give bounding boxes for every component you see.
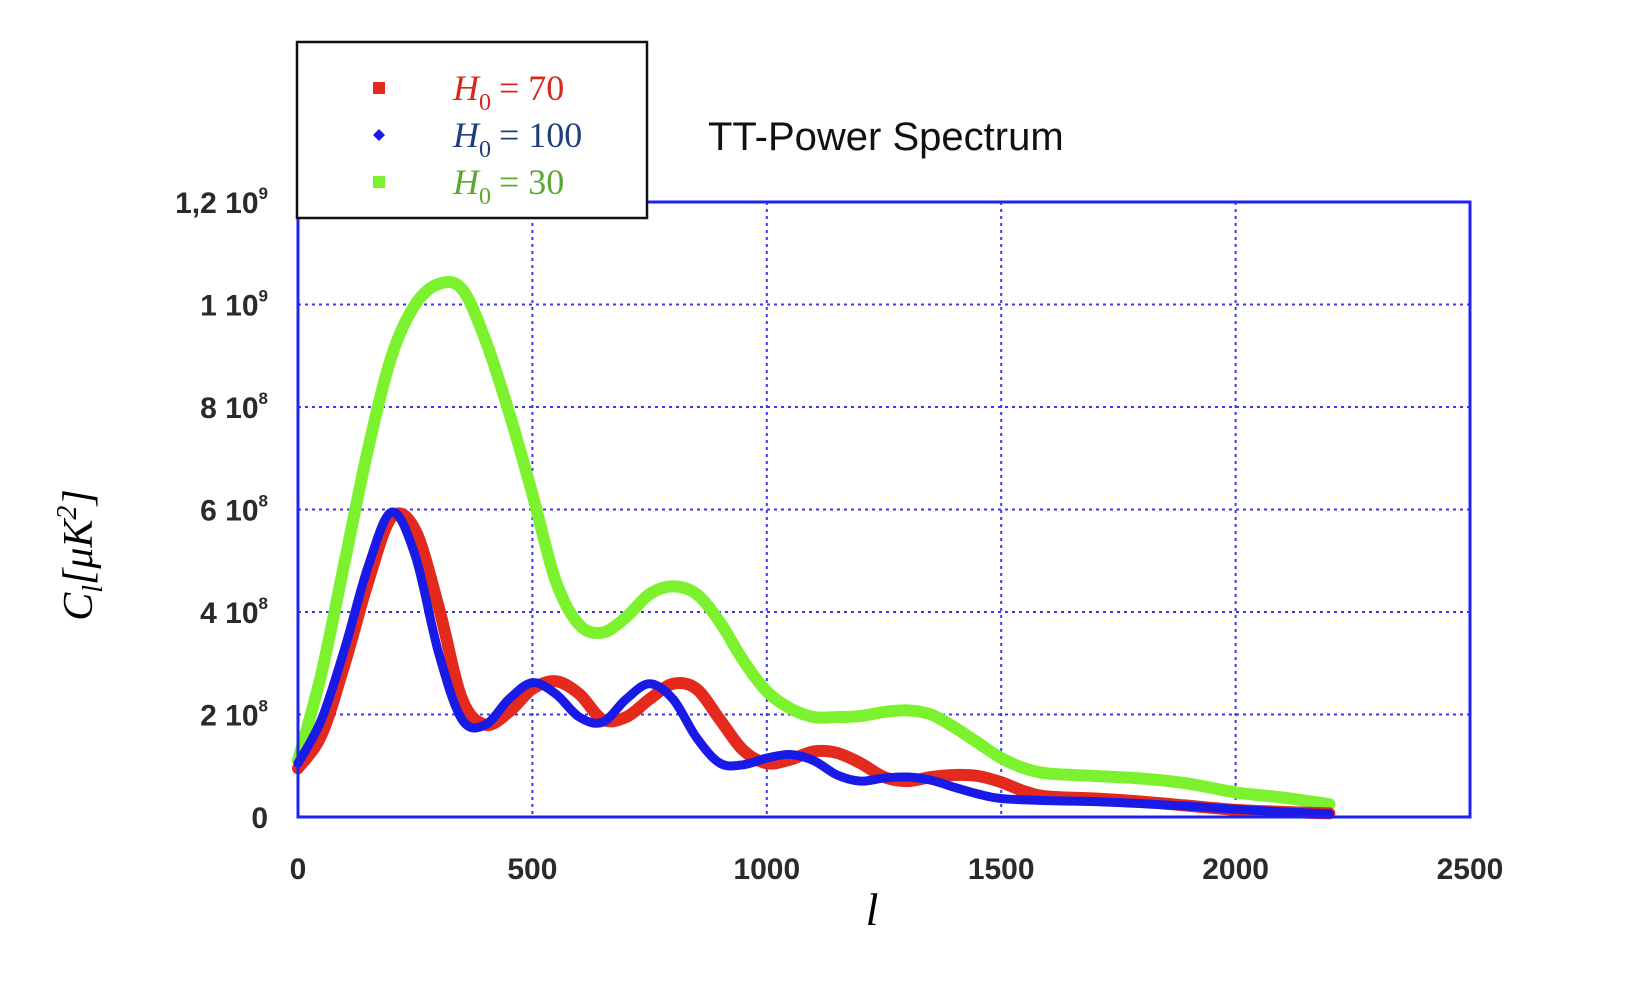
x-tick-label: 500 [507, 853, 557, 886]
x-tick-label: 2000 [1202, 853, 1269, 886]
legend-marker [373, 129, 385, 141]
grid [298, 202, 1470, 817]
x-tick-label: 2500 [1437, 853, 1504, 886]
series-line-1 [293, 507, 1334, 819]
x-tick-label: 1500 [968, 853, 1035, 886]
legend-marker [373, 176, 385, 188]
x-axis-label: l [866, 884, 879, 935]
legend-label: H0 = 30 [452, 162, 564, 210]
y-tick-label: 1,2 109 [175, 184, 268, 220]
x-axis-ticks: 0 500 1000 1500 2000 2500 [290, 853, 1504, 886]
y-tick-label: 8 108 [200, 389, 268, 425]
y-tick-label: 6 108 [200, 492, 268, 528]
x-tick-label: 0 [290, 853, 307, 886]
series-line-2 [292, 276, 1336, 811]
legend-marker [373, 82, 385, 94]
y-tick-label: 2 108 [200, 697, 268, 733]
legend-label: H0 = 70 [452, 68, 564, 116]
series-line-0 [292, 507, 1336, 820]
y-tick-label: 1 109 [200, 287, 268, 323]
y-tick-label: 0 [251, 802, 268, 835]
x-tick-label: 1000 [733, 853, 800, 886]
plot-frame [296, 200, 1472, 819]
y-axis-label: Cl[μK2] [52, 489, 109, 621]
y-tick-label: 4 108 [200, 594, 268, 630]
legend-box [295, 40, 649, 220]
series-layer [292, 276, 1336, 820]
legend-label: H0 = 100 [452, 115, 582, 163]
chart-title: TT-Power Spectrum [708, 115, 1064, 159]
y-axis-ticks: 0 2 108 4 108 6 108 8 108 1 109 1,2 109 [175, 184, 268, 835]
